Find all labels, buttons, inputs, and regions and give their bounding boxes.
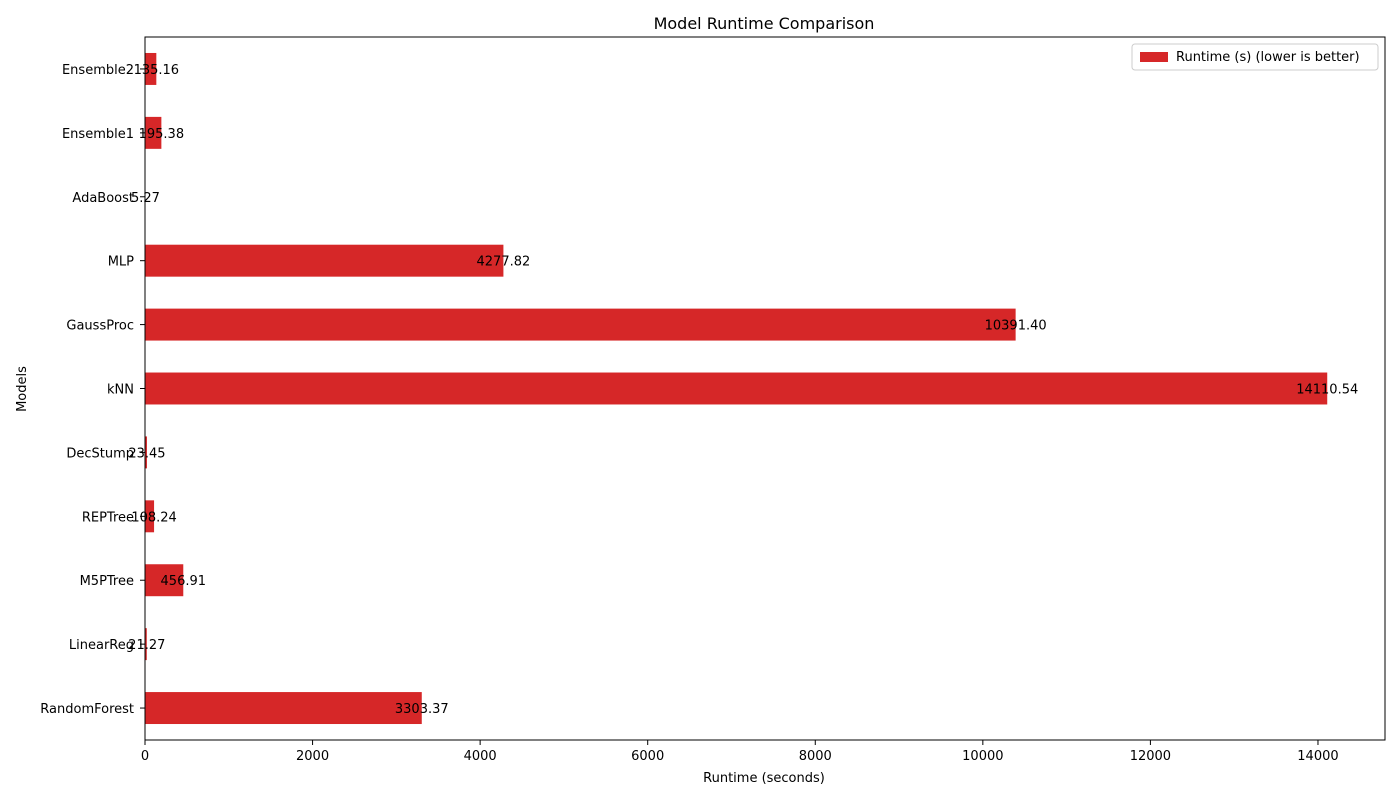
chart-title: Model Runtime Comparison [654, 14, 875, 33]
legend-swatch [1140, 52, 1168, 62]
x-tick-label: 6000 [631, 749, 664, 764]
bar-mlp [145, 245, 503, 277]
y-tick-label-randomforest: RandomForest [40, 702, 134, 717]
x-tick-label: 10000 [962, 749, 1003, 764]
legend-label: Runtime (s) (lower is better) [1176, 50, 1360, 65]
plot-area: 3303.3721.27456.91108.2423.4514110.54103… [128, 53, 1358, 724]
y-tick-label-ensemble1: Ensemble1 [62, 127, 134, 142]
y-tick-label-decstump: DecStump [66, 446, 134, 461]
y-tick-label-mlp: MLP [108, 255, 134, 270]
x-axis-label: Runtime (seconds) [703, 771, 825, 786]
y-axis: RandomForest LinearReg M5PTree REPTree DecSt… [40, 63, 145, 717]
y-tick-label-ensemble2: Ensemble2 [62, 63, 134, 78]
bar-knn [145, 373, 1327, 405]
data-label-knn: 14110.54 [1296, 383, 1358, 398]
legend: Runtime (s) (lower is better) [1132, 44, 1378, 70]
bar-gaussproc [145, 309, 1016, 341]
x-tick-label: 8000 [799, 749, 832, 764]
data-label-randomforest: 3303.37 [395, 702, 449, 717]
x-tick-label: 2000 [296, 749, 329, 764]
data-label-mlp: 4277.82 [477, 255, 531, 270]
x-tick-label: 4000 [464, 749, 497, 764]
data-label-m5ptree: 456.91 [161, 574, 207, 589]
bar-randomforest [145, 692, 422, 724]
y-tick-label-knn: kNN [107, 383, 134, 398]
y-axis-label: Models [15, 366, 30, 412]
x-tick-label: 12000 [1130, 749, 1171, 764]
x-tick-label: 14000 [1297, 749, 1338, 764]
x-axis: 0 2000 4000 6000 8000 10000 12000 14000 [141, 740, 1339, 764]
y-tick-label-adaboost: AdaBoost [72, 191, 134, 206]
data-label-ensemble2: 135.16 [134, 63, 180, 78]
y-tick-label-reptree: REPTree [82, 510, 134, 525]
y-tick-label-linearreg: LinearReg [69, 638, 134, 653]
data-label-gaussproc: 10391.40 [985, 319, 1047, 334]
y-tick-label-m5ptree: M5PTree [80, 574, 134, 589]
data-label-reptree: 108.24 [131, 510, 177, 525]
y-tick-label-gaussproc: GaussProc [66, 319, 134, 334]
x-tick-label: 0 [141, 749, 149, 764]
